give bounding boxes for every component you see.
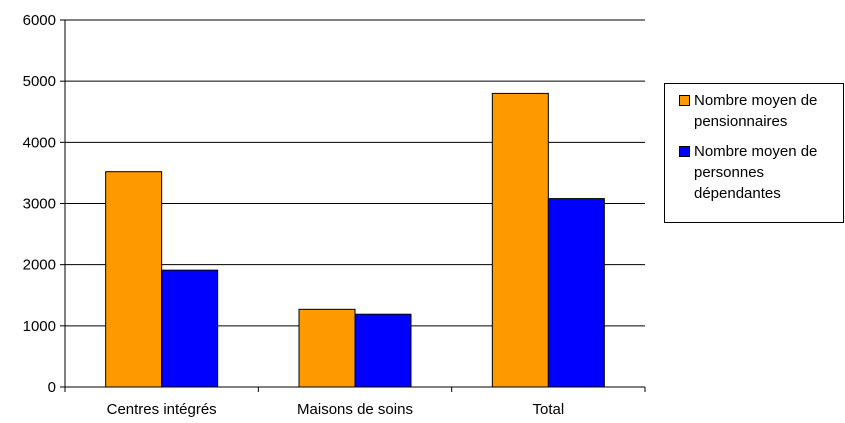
y-tick-label: 2000	[23, 257, 56, 274]
x-axis-ticks: Centres intégrés Maisons de soins Total	[64, 387, 646, 418]
x-tick-label: Centres intégrés	[107, 401, 217, 418]
legend-swatch-pensionnaires	[679, 95, 690, 106]
y-tick-label: 4000	[23, 134, 56, 151]
y-tick-label: 1000	[23, 318, 56, 335]
bar-pensionnaires	[491, 92, 549, 388]
y-tick-label: 6000	[23, 12, 56, 29]
bar-pensionnaires	[105, 171, 163, 388]
bar-personnes-dependantes	[354, 313, 412, 388]
legend-item-personnes-dependantes: Nombre moyen de personnes dépendantes	[679, 141, 839, 204]
y-tick-label: 3000	[23, 196, 56, 213]
legend-label-pensionnaires: Nombre moyen de pensionnaires	[694, 92, 818, 130]
legend-label-personnes-dependantes: Nombre moyen de personnes dépendantes	[694, 143, 818, 202]
legend-item-pensionnaires: Nombre moyen de pensionnaires	[679, 90, 839, 132]
bar-pensionnaires	[298, 308, 356, 388]
x-tick-label: Total	[532, 401, 564, 418]
y-tick-label: 5000	[23, 73, 56, 90]
legend: Nombre moyen de pensionnaires Nombre moy…	[664, 83, 844, 223]
bar-personnes-dependantes	[161, 269, 219, 388]
legend-swatch-personnes-dependantes	[679, 146, 690, 157]
bars	[105, 92, 605, 388]
y-axis-ticks: 0 1000 2000 3000 4000 5000 6000	[23, 12, 65, 396]
x-tick-label: Maisons de soins	[297, 401, 413, 418]
bar-personnes-dependantes	[547, 198, 605, 388]
y-tick-label: 0	[48, 379, 56, 396]
